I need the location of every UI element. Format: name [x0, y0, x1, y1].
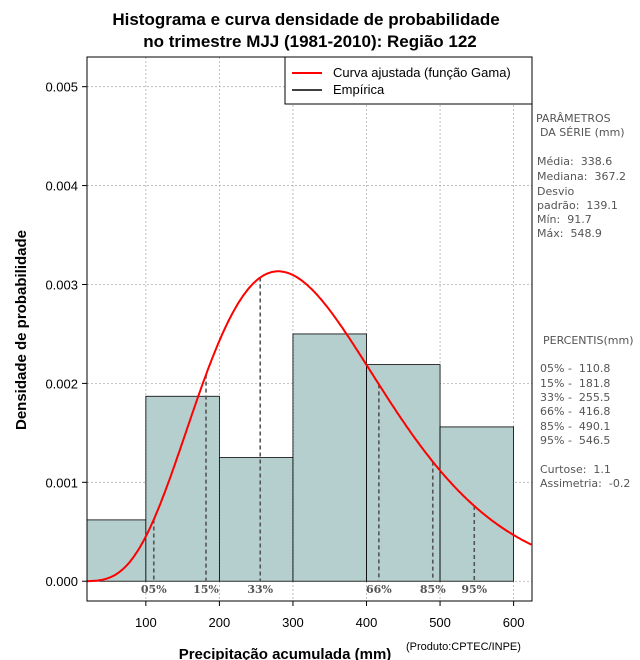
pct-05: 05% - 110.8	[540, 362, 611, 375]
stat-media: Média: 338.6	[537, 155, 613, 168]
stat-desvio-1: Desvio	[537, 185, 575, 198]
stat-min: Mín: 91.7	[537, 213, 592, 226]
y-tick-label: 0.002	[45, 376, 78, 391]
legend: Curva ajustada (função Gama) Empírica	[284, 56, 533, 105]
stat-desvio-2: padrão: 139.1	[537, 199, 618, 212]
product-credit: (Produto:CPTEC/INPE)	[406, 641, 521, 653]
stat-assimetria: Assimetria: -0.2	[540, 477, 631, 490]
pct-95: 95% - 546.5	[540, 434, 611, 447]
y-tick-label: 0.001	[45, 475, 78, 490]
stat-mediana: Mediana: 367.2	[537, 170, 626, 183]
histogram-bar	[218, 457, 294, 582]
y-tick-label: 0.003	[45, 277, 78, 292]
percentile-label: 15%	[193, 583, 219, 596]
percentile-label: 95%	[461, 583, 487, 596]
params-title-2: DA SÉRIE (mm)	[540, 126, 625, 139]
gamma-fit-curve	[86, 270, 532, 583]
pct-66: 66% - 416.8	[540, 405, 611, 418]
x-tick-label: 600	[503, 615, 525, 630]
legend-box	[284, 56, 533, 105]
histogram-bar	[86, 519, 147, 582]
x-axis-label: Precipitação acumulada (mm)	[179, 646, 392, 660]
percentile-label: 05%	[141, 583, 167, 596]
pct-15: 15% - 181.8	[540, 377, 611, 390]
x-tick-label: 100	[135, 615, 157, 630]
x-tick-label: 500	[429, 615, 451, 630]
x-tick-label: 300	[282, 615, 304, 630]
pct-33: 33% - 255.5	[540, 391, 611, 404]
y-tick-label: 0.004	[45, 179, 78, 194]
chart-title-line-1: Histograma e curva densidade de probabil…	[112, 10, 499, 29]
percentile-label: 85%	[420, 583, 446, 596]
x-tick-label: 400	[356, 615, 378, 630]
percentis-title: PERCENTIS(mm)	[543, 334, 634, 347]
y-tick-label: 0.000	[45, 574, 78, 589]
stat-max: Máx: 548.9	[537, 227, 602, 240]
histogram-bar	[439, 426, 515, 582]
legend-curve-label: Curva ajustada (função Gama)	[333, 65, 511, 80]
percentile-label: 33%	[247, 583, 273, 596]
y-tick-label: 0.005	[45, 80, 78, 95]
y-axis-label: Densidade de probabilidade	[13, 230, 30, 430]
params-title-1: PARÂMETROS	[536, 112, 611, 125]
pct-85: 85% - 490.1	[540, 420, 611, 433]
x-tick-label: 200	[209, 615, 231, 630]
percentile-label: 66%	[366, 583, 392, 596]
histogram-bar	[366, 364, 441, 582]
histogram-bar	[145, 395, 220, 582]
chart-title-line-2: no trimestre MJJ (1981-2010): Região 122	[143, 32, 477, 51]
histogram-bar	[292, 333, 367, 582]
legend-empirical-label: Empírica	[333, 82, 385, 97]
stat-curtose: Curtose: 1.1	[540, 463, 611, 476]
